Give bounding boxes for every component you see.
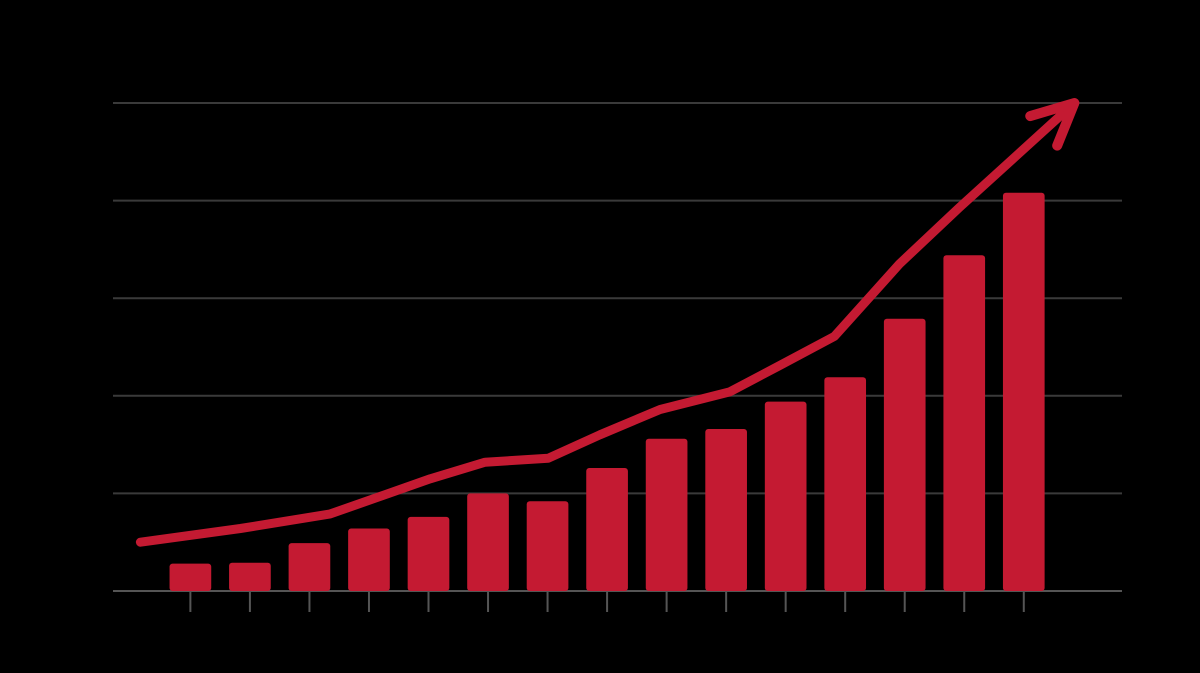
bar — [645, 438, 688, 591]
bar — [169, 563, 212, 591]
arrow-head — [1025, 98, 1080, 151]
bar — [764, 401, 807, 591]
bar — [229, 562, 271, 591]
bar — [1002, 192, 1045, 592]
bar — [288, 543, 331, 591]
trend-line — [135, 98, 1079, 547]
bar — [348, 528, 390, 591]
bar — [467, 493, 509, 591]
bar — [705, 428, 747, 591]
bar — [526, 501, 569, 591]
bar — [407, 516, 450, 591]
bar — [943, 255, 986, 592]
bar — [883, 318, 926, 591]
bar — [586, 468, 628, 591]
bar — [824, 377, 867, 591]
